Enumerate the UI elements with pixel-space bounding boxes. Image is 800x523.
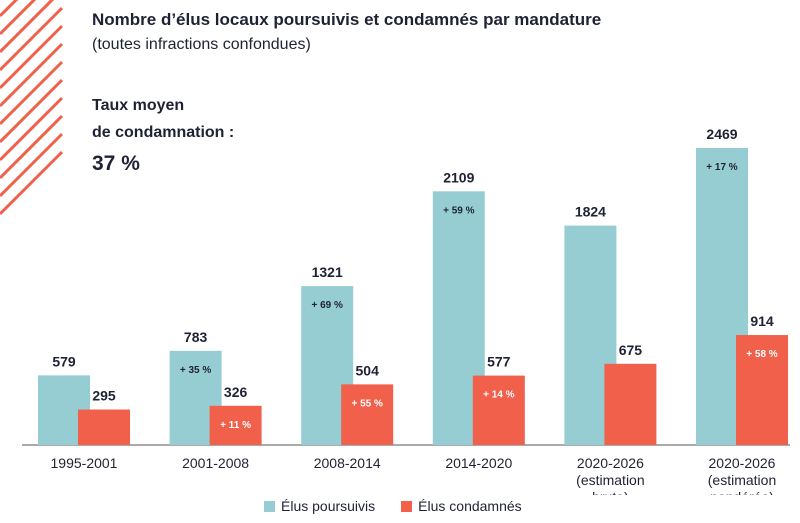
data-label: 577 xyxy=(487,354,511,370)
change-label: + 14 % xyxy=(483,390,515,401)
change-label: + 59 % xyxy=(443,205,475,216)
change-label: + 58 % xyxy=(746,349,778,360)
data-label: 675 xyxy=(619,342,643,358)
legend-swatch-poursuivis xyxy=(264,500,275,512)
data-label: 2469 xyxy=(706,126,737,142)
bar-condamnes xyxy=(209,405,262,445)
change-label: + 35 % xyxy=(180,365,212,376)
legend-label-condamnes: Élus condamnés xyxy=(418,498,522,514)
x-tick-label: 2001-2008 xyxy=(182,455,249,471)
average-rate-label-line1: Taux moyen xyxy=(92,97,185,114)
change-label: + 11 % xyxy=(220,420,251,431)
data-label: 326 xyxy=(224,384,248,400)
average-rate-label-line2: de condamnation : xyxy=(92,124,235,141)
data-label: 504 xyxy=(356,362,380,378)
change-label: + 69 % xyxy=(311,300,343,311)
data-label: 914 xyxy=(750,313,774,329)
bar-condamnes xyxy=(736,335,788,445)
x-tick-label: brute) xyxy=(592,489,629,495)
average-rate-label: Taux moyen de condamnation : xyxy=(92,92,234,146)
change-label: + 17 % xyxy=(706,162,738,173)
x-tick-label: (estimation xyxy=(576,472,644,488)
x-tick-label: 1995-2001 xyxy=(51,455,118,471)
legend-label-poursuivis: Élus poursuivis xyxy=(281,498,376,514)
chart-title: Nombre d’élus locaux poursuivis et conda… xyxy=(92,10,602,29)
bar-condamnes xyxy=(604,363,657,445)
x-tick-label: pondérée) xyxy=(710,489,774,495)
average-rate-value: 37 % xyxy=(92,152,140,175)
data-label: 1321 xyxy=(312,264,343,280)
bar-condamnes xyxy=(341,384,394,445)
x-tick-label: 2020-2026 xyxy=(577,455,644,471)
legend-item-condamnes: Élus condamnés xyxy=(401,498,522,514)
data-label: 579 xyxy=(52,353,76,369)
data-label: 295 xyxy=(92,388,116,404)
legend-swatch-condamnes xyxy=(401,500,413,512)
x-tick-label: 2014-2020 xyxy=(445,455,512,471)
x-tick-label: 2008-2014 xyxy=(314,455,381,471)
bar-condamnes xyxy=(472,375,525,445)
data-label: 1824 xyxy=(575,204,606,220)
legend: Élus poursuivis Élus condamnés xyxy=(264,498,522,514)
hatch-decoration xyxy=(0,0,64,216)
change-label: + 55 % xyxy=(351,398,383,409)
data-label: 783 xyxy=(184,329,208,345)
legend-item-poursuivis: Élus poursuivis xyxy=(264,498,375,514)
x-tick-label: 2020-2026 xyxy=(709,455,776,471)
x-tick-label: (estimation xyxy=(708,472,776,488)
chart-subtitle: (toutes infractions confondues) xyxy=(92,36,311,53)
data-label: 2109 xyxy=(443,169,474,185)
bar-chart: 579 295 1995-2001 783 + 35 % 326 + 11 % 2001-20… xyxy=(22,126,790,495)
bar-condamnes xyxy=(78,409,130,445)
